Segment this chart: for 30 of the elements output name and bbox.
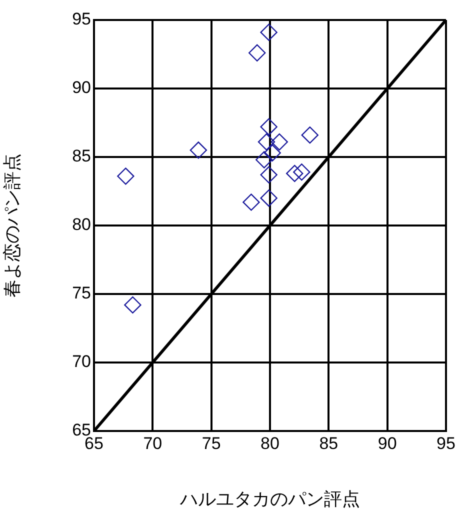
point xyxy=(260,190,278,207)
point xyxy=(260,118,278,136)
x-tick-label: 90 xyxy=(378,434,397,453)
x-tick-label: 80 xyxy=(260,434,280,453)
y-tick-label: 85 xyxy=(72,146,91,166)
y-axis-title: 春よ恋のパン評点 xyxy=(2,154,22,298)
y-tick-label: 80 xyxy=(72,215,91,234)
y-tick-label: 90 xyxy=(72,78,91,98)
x-tick-label: 75 xyxy=(202,434,221,453)
point xyxy=(301,126,318,144)
point xyxy=(256,151,273,168)
point xyxy=(242,194,260,211)
x-tick-label: 70 xyxy=(143,434,162,453)
point xyxy=(190,142,208,159)
y-tick-label: 75 xyxy=(72,284,91,303)
y-tick-label: 95 xyxy=(72,10,91,29)
point xyxy=(293,163,310,181)
point xyxy=(286,164,304,182)
x-axis-title: ハルユタカのパン評点 xyxy=(179,489,360,510)
y-tick-label: 70 xyxy=(72,352,91,372)
point xyxy=(264,144,281,162)
x-tick-label: 85 xyxy=(319,434,338,453)
x-tick-label: 95 xyxy=(436,434,456,453)
point xyxy=(258,133,276,151)
point xyxy=(117,168,134,185)
point xyxy=(260,166,278,184)
point xyxy=(124,296,142,314)
point xyxy=(260,24,278,41)
point xyxy=(248,44,266,62)
point xyxy=(270,133,288,151)
